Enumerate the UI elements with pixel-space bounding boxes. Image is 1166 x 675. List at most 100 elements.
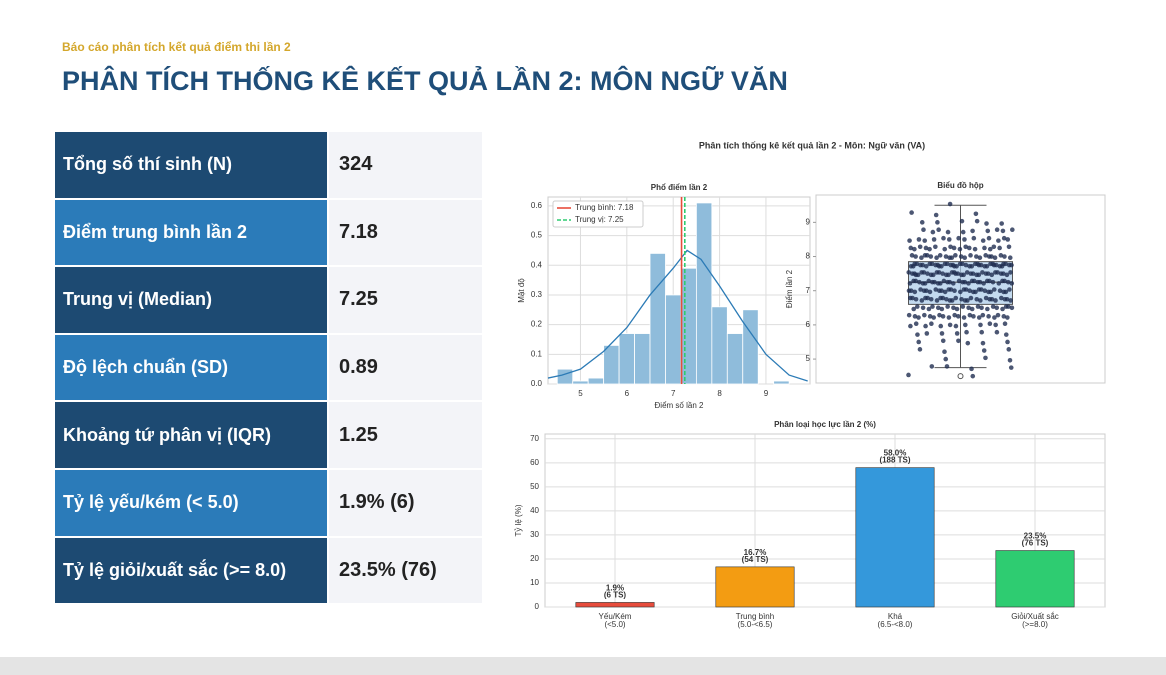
strip-point <box>952 263 957 269</box>
strip-point <box>952 312 957 318</box>
strip-point <box>966 245 972 251</box>
strip-point <box>945 304 950 309</box>
strip-point <box>985 306 990 312</box>
y-tick-label: 40 <box>530 506 539 515</box>
strip-point <box>1005 237 1011 242</box>
subtitle: Báo cáo phân tích kết quả điểm thi lần 2 <box>62 40 291 54</box>
histogram-bar <box>603 345 620 385</box>
strip-point <box>946 315 952 320</box>
strip-point <box>1000 228 1006 234</box>
y-tick-label: 0.3 <box>531 290 543 299</box>
strip-point <box>916 339 921 345</box>
strip-point <box>983 295 989 301</box>
stat-value: 23.5% (76) <box>329 537 482 604</box>
histogram-bar <box>618 333 635 385</box>
y-tick-label: 50 <box>530 482 539 491</box>
x-tick-label: 5 <box>578 389 583 398</box>
strip-point <box>1003 332 1009 337</box>
table-row: Trung vị (Median) 7.25 <box>55 267 482 333</box>
strip-point <box>931 237 937 242</box>
strip-point <box>940 314 946 319</box>
strip-point <box>1001 235 1007 241</box>
strip-point <box>908 263 914 269</box>
stats-table: Tổng số thí sinh (N) 324 Điểm trung bình l… <box>55 132 482 605</box>
strip-point <box>952 288 957 294</box>
strip-point <box>956 278 962 284</box>
strip-point <box>994 329 1000 335</box>
strip-point <box>971 235 977 241</box>
strip-point <box>928 254 934 259</box>
stat-label: Khoảng tứ phân vị (IQR) <box>55 402 327 468</box>
strip-point <box>984 221 989 226</box>
y-tick-label: 0.0 <box>531 379 543 388</box>
histogram-bar <box>773 380 790 385</box>
strip-point <box>917 279 922 285</box>
strip-point <box>927 314 933 319</box>
strip-point <box>1008 365 1014 370</box>
strip-point <box>947 298 953 303</box>
strip-point <box>957 246 963 252</box>
data-label: 16.7% <box>744 548 767 557</box>
strip-point <box>1010 227 1015 232</box>
table-row: Độ lệch chuẩn (SD) 0.89 <box>55 334 482 401</box>
strip-point <box>926 278 932 284</box>
strip-point <box>1000 278 1005 284</box>
strip-point <box>941 278 947 284</box>
strip-point <box>1008 298 1013 303</box>
strip-point <box>976 262 982 268</box>
strip-point <box>919 220 925 225</box>
chart-title: Phổ điểm lần 2 <box>651 183 708 192</box>
strip-point <box>912 314 918 319</box>
strip-point <box>908 323 913 329</box>
strip-point <box>955 314 961 319</box>
strip-point <box>913 254 918 259</box>
strip-point <box>941 235 946 241</box>
strip-point <box>906 372 911 378</box>
strip-point <box>923 295 928 301</box>
strip-point <box>998 271 1004 276</box>
strip-point <box>971 314 976 319</box>
strip-point <box>959 272 964 278</box>
strip-point <box>1003 304 1009 309</box>
histogram-bar <box>680 267 697 385</box>
bar <box>995 550 1075 608</box>
histogram-bar <box>572 380 589 385</box>
strip-point <box>984 278 990 284</box>
strip-point <box>948 262 954 268</box>
strip-point <box>959 296 964 302</box>
histogram-bar <box>726 333 744 385</box>
strip-point <box>934 298 940 303</box>
strip-point <box>925 271 930 276</box>
strip-point <box>912 261 917 267</box>
stat-label: Tỷ lệ giỏi/xuất sắc (>= 8.0) <box>55 537 327 604</box>
strip-point <box>907 281 913 286</box>
strip-point <box>981 348 987 353</box>
strip-point <box>968 295 974 301</box>
y-tick-label: 10 <box>530 578 539 587</box>
strip-point <box>997 263 1003 269</box>
strip-point <box>953 253 958 258</box>
x-tick-label: (6.5-<8.0) <box>878 620 913 629</box>
strip-point <box>928 272 934 278</box>
strip-point <box>911 278 916 284</box>
strip-point <box>953 271 958 276</box>
strip-point <box>994 227 1000 232</box>
stat-value: 7.18 <box>329 199 482 266</box>
strip-point <box>926 306 932 312</box>
strip-point <box>967 312 973 318</box>
strip-point <box>994 305 1000 311</box>
strip-point <box>979 305 984 311</box>
y-axis-label: Mật độ <box>517 278 526 303</box>
strip-point <box>962 255 968 261</box>
strip-point <box>933 244 938 250</box>
strip-point <box>938 323 944 329</box>
strip-point <box>995 312 1001 318</box>
y-tick-label: 7 <box>806 286 811 295</box>
strip-point <box>917 244 923 250</box>
strip-point <box>976 315 982 320</box>
strip-point <box>947 255 952 261</box>
histogram-bar <box>556 368 574 385</box>
strip-point <box>960 304 966 309</box>
strip-point <box>934 255 939 261</box>
strip-point <box>921 227 926 232</box>
